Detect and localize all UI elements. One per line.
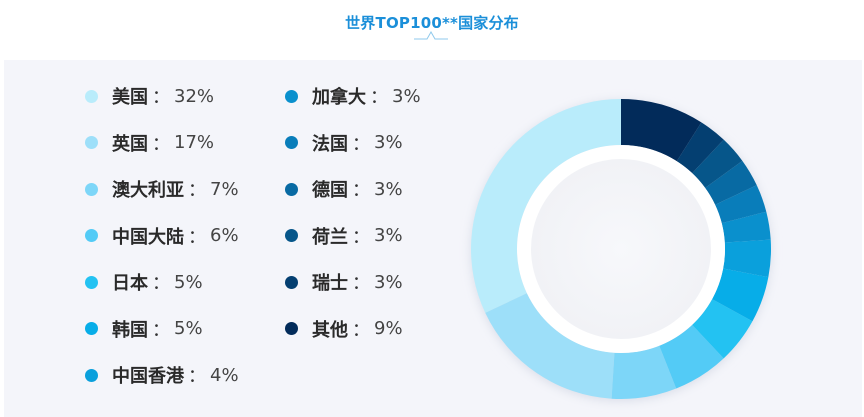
- donut-slice[interactable]: [705, 160, 757, 205]
- legend-label: 澳大利亚: [112, 180, 184, 201]
- legend-value: 3%: [374, 225, 403, 246]
- legend-dot-icon: [85, 182, 98, 196]
- donut-slice[interactable]: [692, 299, 753, 359]
- legend-item[interactable]: 韩国： 5%: [85, 317, 203, 341]
- legend-value: 6%: [210, 225, 239, 246]
- legend-value: 3%: [374, 132, 403, 153]
- legend-item[interactable]: 其他： 9%: [285, 317, 403, 341]
- legend-separator: ：: [188, 366, 206, 387]
- legend-dot-icon: [285, 229, 298, 242]
- legend-label: 瑞士: [312, 273, 348, 294]
- chart-title: 世界TOP100**国家分布: [345, 14, 519, 32]
- legend-item[interactable]: 中国香港： 4%: [85, 363, 239, 387]
- donut-slice[interactable]: [721, 211, 771, 243]
- legend-value: 3%: [392, 85, 421, 107]
- legend-label: 加拿大: [312, 87, 366, 108]
- donut-slice[interactable]: [676, 122, 724, 174]
- legend-value: 9%: [374, 318, 403, 339]
- legend-value: 4%: [210, 364, 239, 386]
- donut-slice[interactable]: [692, 139, 743, 188]
- legend-separator: ：: [188, 226, 206, 248]
- legend-value: 17%: [174, 132, 215, 153]
- legend-item[interactable]: 法国： 3%: [285, 131, 403, 155]
- legend-dot-icon: [85, 275, 98, 289]
- legend-label: 荷兰: [312, 226, 348, 248]
- title-underline-caret-icon: [414, 30, 448, 40]
- legend-item[interactable]: 加拿大： 3%: [285, 84, 421, 108]
- legend-value: 5%: [174, 318, 203, 339]
- legend-separator: ：: [352, 180, 370, 201]
- legend-value: 3%: [374, 178, 403, 200]
- legend-item[interactable]: 瑞士： 3%: [285, 270, 403, 294]
- legend-item[interactable]: 中国大陆： 6%: [85, 224, 239, 248]
- legend-dot-icon: [85, 322, 98, 335]
- legend-dot-icon: [285, 89, 298, 103]
- donut-slice[interactable]: [470, 99, 621, 313]
- legend-separator: ：: [352, 273, 370, 294]
- legend-dot-icon: [85, 89, 98, 103]
- legend-separator: ：: [152, 87, 170, 108]
- legend-dot-icon: [85, 368, 98, 382]
- legend-separator: ：: [352, 226, 370, 248]
- legend-value: 32%: [174, 85, 215, 107]
- donut-slice[interactable]: [611, 345, 677, 399]
- legend-label: 中国大陆: [112, 226, 184, 248]
- legend-dot-icon: [285, 322, 298, 335]
- legend-label: 日本: [112, 273, 148, 294]
- legend-label: 德国: [312, 180, 348, 201]
- legend-item[interactable]: 日本： 5%: [85, 270, 203, 294]
- legend-separator: ：: [188, 180, 206, 201]
- legend-label: 法国: [312, 133, 348, 155]
- donut-slice[interactable]: [715, 185, 767, 224]
- donut-slice[interactable]: [621, 99, 702, 162]
- legend-dot-icon: [285, 275, 298, 289]
- legend-label: 中国香港: [112, 366, 184, 387]
- donut-chart: [470, 99, 771, 401]
- donut-hole: [531, 159, 711, 339]
- donut-slice[interactable]: [485, 293, 615, 399]
- legend-dot-icon: [285, 136, 298, 149]
- legend-item[interactable]: 荷兰： 3%: [285, 224, 403, 248]
- legend-separator: ：: [152, 319, 170, 341]
- legend-separator: ：: [352, 133, 370, 155]
- donut-slice[interactable]: [712, 268, 769, 322]
- legend-separator: ：: [152, 273, 170, 294]
- donut-slice[interactable]: [723, 239, 771, 278]
- legend-dot-icon: [285, 182, 298, 196]
- legend-separator: ：: [152, 133, 170, 155]
- legend-dot-icon: [85, 136, 98, 149]
- legend-value: 7%: [210, 178, 239, 200]
- legend-label: 美国: [112, 87, 148, 108]
- legend-separator: ：: [352, 319, 370, 341]
- legend-label: 韩国: [112, 319, 148, 341]
- legend-label: 其他: [312, 319, 348, 341]
- legend-item[interactable]: 美国： 32%: [85, 84, 214, 108]
- legend-item[interactable]: 澳大利亚： 7%: [85, 177, 239, 201]
- legend-item[interactable]: 英国： 17%: [85, 131, 214, 155]
- legend-separator: ：: [370, 87, 388, 108]
- legend-label: 英国: [112, 133, 148, 155]
- legend-item[interactable]: 德国： 3%: [285, 177, 403, 201]
- legend-value: 5%: [174, 271, 203, 293]
- legend-value: 3%: [374, 271, 403, 293]
- donut-slice[interactable]: [659, 324, 724, 389]
- legend-dot-icon: [85, 229, 98, 242]
